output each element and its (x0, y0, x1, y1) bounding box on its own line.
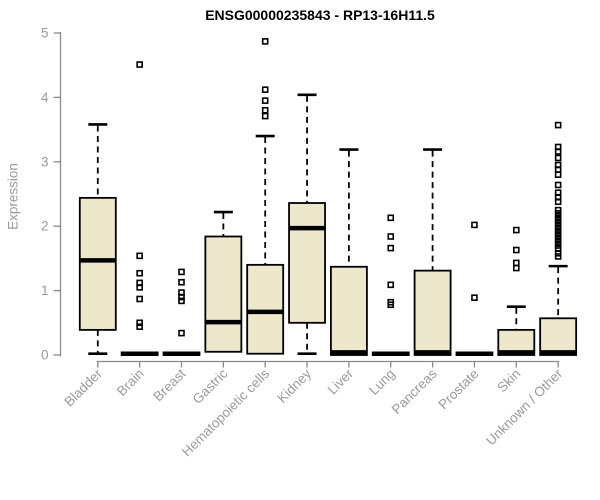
x-tick-label: Unknown / Other (483, 366, 566, 449)
outlier-point (554, 171, 562, 178)
outlier-point (554, 154, 562, 162)
box (288, 202, 326, 324)
outlier-point (136, 323, 143, 330)
outlier-point (554, 198, 562, 206)
outlier-point (512, 259, 520, 267)
y-tick-label: 2 (41, 219, 49, 234)
x-tick-label: Breast (150, 366, 188, 404)
outlier-point (554, 181, 562, 189)
y-tick-label: 3 (41, 154, 49, 169)
outlier-point (136, 269, 143, 277)
outlier-point (471, 221, 478, 229)
outlier-point (178, 293, 185, 301)
outlier-point (387, 281, 395, 289)
outlier-point (261, 112, 269, 120)
x-tick-label: Lung (366, 366, 398, 398)
chart-title: ENSG00000235843 - RP13-16H11.5 (205, 7, 435, 23)
outlier-point (554, 166, 562, 173)
outlier-point (387, 301, 395, 309)
box (329, 265, 368, 356)
x-tick-label: Gastric (190, 366, 231, 407)
outlier-point (136, 295, 143, 303)
outlier-point (387, 233, 395, 240)
x-tick-label: Prostate (435, 366, 481, 412)
x-tick-label: Bladder (61, 366, 105, 410)
outlier-point (512, 246, 520, 254)
outlier-point (178, 278, 185, 286)
box (204, 235, 243, 353)
outlier-point (512, 264, 520, 272)
x-tick-label: Pancreas (389, 366, 440, 417)
box (78, 196, 117, 331)
box (539, 317, 578, 356)
outlier-point (471, 294, 478, 301)
outlier-point (136, 284, 143, 291)
outlier-point (261, 97, 269, 104)
outlier-point (261, 86, 269, 93)
outlier-point (554, 121, 562, 129)
outlier-point (136, 252, 143, 260)
outlier-point (136, 61, 143, 68)
x-tick-label: Brain (114, 366, 147, 399)
outlier-point (387, 214, 395, 222)
outlier-point (554, 148, 562, 155)
outlier-point (178, 297, 185, 305)
outlier-point (136, 319, 143, 327)
y-tick-label: 0 (41, 348, 49, 363)
box (413, 269, 452, 356)
x-tick-label: Skin (494, 366, 523, 395)
y-tick-label: 4 (41, 90, 49, 105)
outlier-point (261, 38, 269, 45)
outlier-point (261, 106, 269, 114)
box (246, 263, 285, 355)
outlier-point (178, 268, 185, 276)
outlier-point (554, 253, 562, 260)
outlier-point (178, 329, 185, 337)
y-tick-label: 1 (41, 283, 49, 298)
outlier-point (512, 226, 520, 234)
x-tick-label: Kidney (274, 366, 314, 406)
y-tick-label: 5 (41, 26, 49, 41)
outlier-point (387, 244, 395, 252)
x-tick-label: Liver (325, 366, 357, 398)
